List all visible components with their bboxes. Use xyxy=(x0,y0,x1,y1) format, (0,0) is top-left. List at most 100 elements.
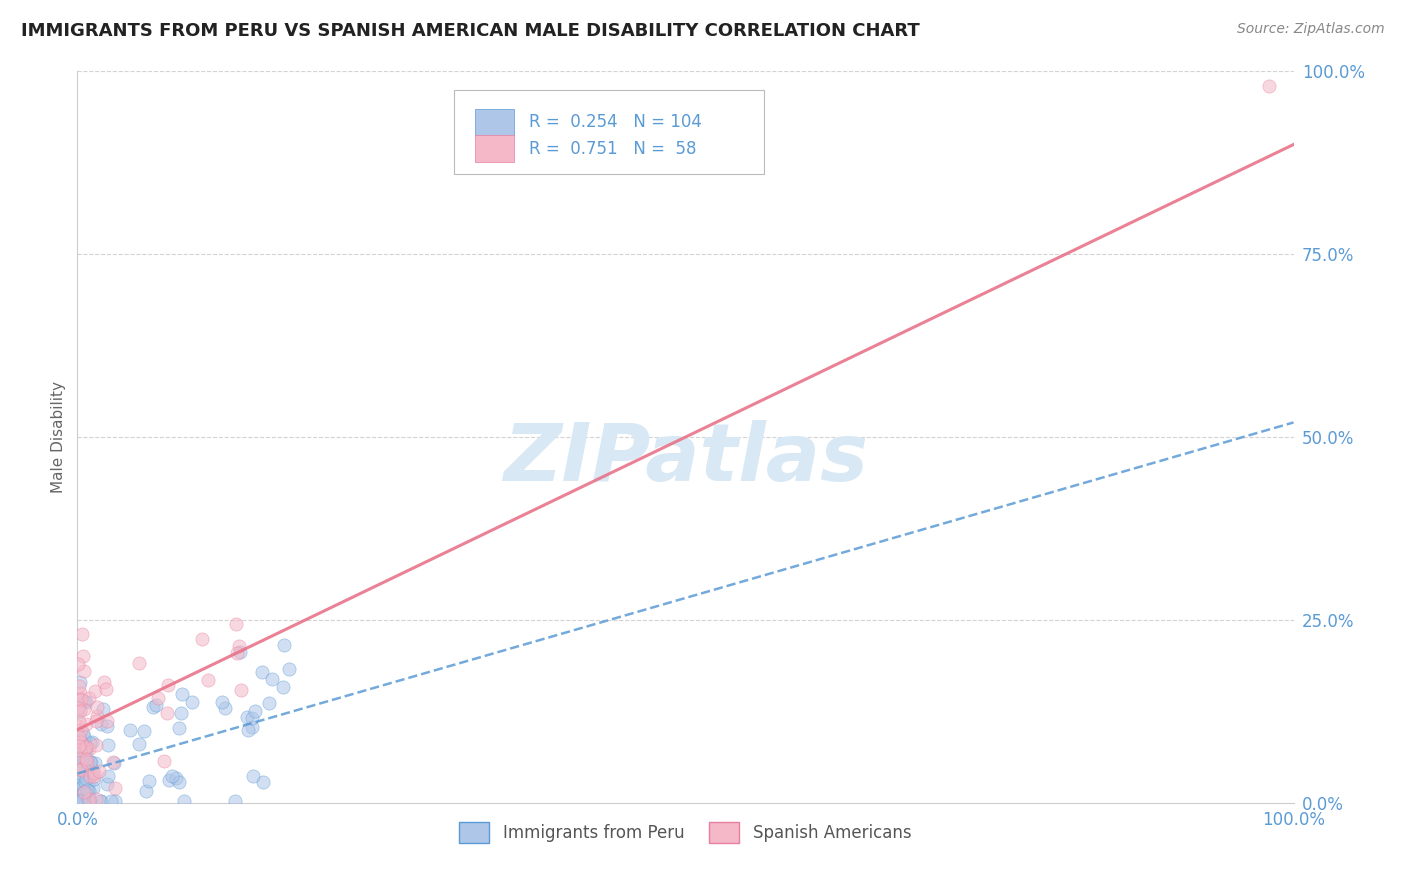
Point xyxy=(79,769,101,783)
Point xyxy=(69,749,91,764)
Point xyxy=(79,755,101,769)
Y-axis label: Male Disability: Male Disability xyxy=(51,381,66,493)
Point xyxy=(229,645,252,659)
Point xyxy=(69,705,91,719)
Point xyxy=(75,717,97,731)
Point xyxy=(142,699,165,714)
Point xyxy=(69,747,91,761)
Point xyxy=(90,794,112,808)
Point xyxy=(236,710,259,724)
Point xyxy=(260,672,283,686)
Point xyxy=(97,739,120,753)
Point xyxy=(181,695,204,709)
Point xyxy=(73,794,96,808)
Point xyxy=(66,794,89,808)
Point xyxy=(165,771,187,785)
Point xyxy=(157,772,180,787)
Point xyxy=(80,756,103,770)
Point xyxy=(77,792,100,806)
Point xyxy=(96,776,118,790)
Point xyxy=(89,794,111,808)
Point xyxy=(86,714,108,728)
Point xyxy=(67,657,90,671)
Point xyxy=(97,769,120,783)
Point xyxy=(73,730,96,744)
Point xyxy=(76,755,98,769)
Point xyxy=(84,739,107,753)
Point xyxy=(75,739,97,754)
Point xyxy=(69,674,91,689)
Point xyxy=(67,679,90,693)
Point xyxy=(73,791,96,805)
Point xyxy=(72,786,94,800)
Point xyxy=(67,730,90,744)
Point xyxy=(76,792,98,806)
Point xyxy=(156,706,179,720)
Point xyxy=(83,765,105,780)
Point xyxy=(66,751,89,765)
Point xyxy=(69,751,91,765)
Point xyxy=(73,702,96,716)
Point xyxy=(67,768,90,782)
Point xyxy=(72,794,94,808)
Point xyxy=(224,794,246,808)
Point xyxy=(84,684,107,698)
Point xyxy=(160,769,183,783)
Point xyxy=(77,794,100,808)
Point xyxy=(86,699,108,714)
Point xyxy=(69,691,91,706)
Point xyxy=(80,735,103,749)
Point xyxy=(242,769,264,783)
Point xyxy=(69,743,91,757)
Point xyxy=(80,765,103,780)
Point xyxy=(72,794,94,808)
Point xyxy=(240,711,263,725)
Point xyxy=(257,696,280,710)
Text: R =  0.254   N = 104: R = 0.254 N = 104 xyxy=(529,113,702,131)
Point xyxy=(70,723,93,738)
Point xyxy=(76,783,98,797)
Point xyxy=(72,788,94,802)
Point xyxy=(94,681,117,696)
Point xyxy=(277,662,299,676)
Point xyxy=(69,735,91,749)
Point xyxy=(214,701,236,715)
Point xyxy=(197,673,219,688)
Legend: Immigrants from Peru, Spanish Americans: Immigrants from Peru, Spanish Americans xyxy=(453,815,918,849)
Point xyxy=(240,720,263,734)
Point xyxy=(67,714,90,729)
Point xyxy=(67,743,90,757)
Point xyxy=(228,639,250,653)
Point xyxy=(73,664,96,678)
Point xyxy=(66,701,89,715)
Point xyxy=(86,792,108,806)
Point xyxy=(103,756,125,771)
Point xyxy=(72,743,94,757)
Point xyxy=(250,665,273,679)
Point xyxy=(70,754,93,768)
Point xyxy=(82,780,104,795)
Point xyxy=(146,691,169,706)
Point xyxy=(226,646,249,660)
Point xyxy=(245,704,267,718)
Point xyxy=(93,674,115,689)
Point xyxy=(67,763,90,777)
Point xyxy=(100,794,122,808)
Point xyxy=(72,782,94,797)
Point xyxy=(79,794,101,808)
Point xyxy=(83,769,105,783)
Text: IMMIGRANTS FROM PERU VS SPANISH AMERICAN MALE DISABILITY CORRELATION CHART: IMMIGRANTS FROM PERU VS SPANISH AMERICAN… xyxy=(21,22,920,40)
Point xyxy=(77,763,100,777)
Point xyxy=(77,794,100,808)
Point xyxy=(118,723,141,738)
Point xyxy=(69,777,91,791)
Point xyxy=(84,756,107,771)
Point xyxy=(70,763,93,777)
Point xyxy=(77,742,100,756)
Point xyxy=(70,794,93,808)
Point xyxy=(69,763,91,777)
FancyBboxPatch shape xyxy=(475,109,515,136)
Point xyxy=(66,751,89,765)
Point xyxy=(96,718,118,732)
Point xyxy=(70,734,93,748)
